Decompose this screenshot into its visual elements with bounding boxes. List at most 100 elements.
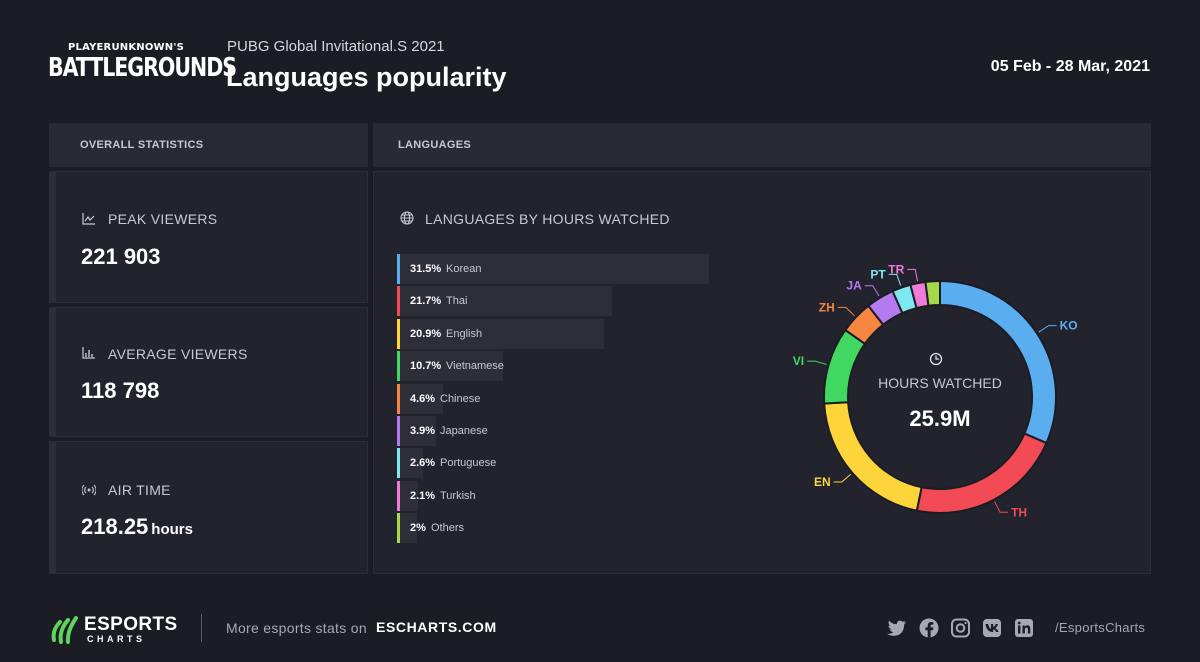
language-bar — [397, 383, 443, 414]
language-color-stripe — [397, 254, 400, 284]
chart-bars-icon — [82, 347, 95, 359]
slice-label: PT — [870, 267, 886, 281]
slice-leader-line — [907, 268, 919, 282]
globe-icon — [400, 211, 414, 225]
slice-label: VI — [793, 354, 804, 368]
esports-brand-text: ESPORTS — [84, 614, 178, 635]
social-handle[interactable]: /EsportsCharts — [1055, 620, 1146, 635]
slice-leader-line — [888, 273, 902, 286]
language-name: Thai — [446, 295, 468, 308]
language-name: Portuguese — [440, 457, 497, 470]
language-bar — [397, 513, 417, 544]
language-name: Chinese — [440, 392, 481, 405]
donut-slice — [823, 401, 923, 512]
esports-charts-logo-icon — [51, 616, 78, 644]
slice-label: KO — [1060, 319, 1078, 333]
slice-leader-line — [807, 360, 827, 365]
language-name: Korean — [446, 263, 482, 275]
language-percent: 4.6% — [410, 392, 436, 405]
language-bar — [397, 318, 604, 349]
pubg-logo: PLAYERUNKNOWN'S BATTLEGROUNDS — [48, 42, 237, 92]
chart-title: LANGUAGES BY HOURS WATCHED — [425, 211, 670, 227]
language-name: Others — [431, 522, 465, 535]
language-color-stripe — [397, 480, 400, 511]
vk-icon[interactable] — [983, 619, 1001, 637]
slice-label: EN — [814, 475, 831, 489]
slice-label: JA — [846, 279, 862, 293]
average-viewers-card: AVERAGE VIEWERS 118 798 — [49, 307, 368, 437]
language-color-stripe — [397, 318, 400, 349]
broadcast-icon — [82, 484, 96, 496]
instagram-icon[interactable] — [951, 618, 970, 638]
language-percent: 31.5% — [410, 263, 442, 275]
language-color-stripe — [397, 351, 400, 382]
language-bar — [397, 448, 423, 479]
donut-slice — [924, 279, 941, 307]
language-percent: 2.1% — [410, 489, 436, 502]
slice-leader-line — [864, 285, 880, 297]
card-accent — [50, 442, 56, 573]
date-range: 05 Feb - 28 Mar, 2021 — [990, 58, 1150, 75]
peak-viewers-label: PEAK VIEWERS — [108, 211, 218, 227]
hours-watched-donut: KO TH EN VI ZH JA PT TR HOURS WATCHED 25.9M — [793, 262, 1078, 519]
air-time-value: 218.25 hours — [81, 514, 193, 540]
air-time-card: AIR TIME 218.25 hours — [49, 441, 368, 574]
average-viewers-value: 118 798 — [81, 378, 160, 403]
slice-leader-line — [994, 501, 1009, 513]
slice-label: TR — [888, 262, 904, 276]
language-bar — [397, 286, 612, 317]
donut-center-value: 25.9M — [909, 406, 970, 431]
language-color-stripe — [397, 513, 400, 544]
slice-label: TH — [1011, 505, 1027, 519]
language-percent: 2% — [410, 522, 426, 535]
chart-line-icon — [82, 213, 95, 225]
slice-leader-line — [837, 306, 855, 317]
languages-title: LANGUAGES — [398, 139, 471, 151]
language-color-stripe — [397, 383, 400, 414]
average-viewers-label: AVERAGE VIEWERS — [108, 346, 248, 362]
language-color-stripe — [397, 416, 400, 446]
languages-header: LANGUAGES — [373, 123, 1151, 167]
card-accent — [50, 172, 56, 302]
language-percent: 21.7% — [410, 295, 442, 308]
air-time-number: 218.25 — [81, 514, 149, 539]
language-name: Turkish — [440, 489, 476, 502]
language-color-stripe — [397, 286, 400, 317]
air-time-unit: hours — [151, 521, 193, 538]
language-percent: 20.9% — [410, 327, 442, 340]
footer-divider — [201, 614, 202, 642]
twitter-icon[interactable] — [887, 620, 906, 636]
overall-statistics-title: OVERALL STATISTICS — [80, 139, 204, 151]
page-title: Languages popularity — [226, 62, 507, 92]
language-bar — [397, 416, 436, 446]
slice-leader-line — [1038, 325, 1057, 333]
overall-statistics-header: OVERALL STATISTICS — [49, 123, 368, 167]
escharts-link[interactable]: ESCHARTS.COM — [376, 619, 497, 635]
footer-text: More esports stats on — [226, 620, 367, 636]
donut-slice — [915, 432, 1048, 514]
slice-leader-line — [833, 473, 852, 483]
logo-top-text: PLAYERUNKNOWN'S — [67, 42, 185, 53]
slice-label: ZH — [819, 300, 835, 314]
card-accent — [50, 308, 56, 436]
clock-icon — [929, 352, 943, 366]
language-color-stripe — [397, 448, 400, 479]
charts-brand-text: CHARTS — [87, 634, 146, 644]
language-bar — [397, 480, 418, 511]
linkedin-icon[interactable] — [1015, 619, 1033, 637]
facebook-icon[interactable] — [919, 618, 939, 638]
peak-viewers-value: 221 903 — [81, 244, 161, 269]
language-percent: 3.9% — [410, 425, 436, 437]
logo-main-text: BATTLEGROUNDS — [48, 53, 237, 83]
donut-slice — [823, 328, 867, 405]
donut-center-label: HOURS WATCHED — [878, 375, 1002, 391]
language-bar — [397, 254, 709, 284]
event-name: PUBG Global Invitational.S 2021 — [227, 38, 445, 55]
language-bar — [397, 351, 503, 382]
air-time-label: AIR TIME — [108, 482, 171, 498]
language-percent: 2.6% — [410, 457, 436, 470]
language-name: English — [446, 327, 483, 340]
language-name: Japanese — [440, 425, 488, 437]
social-icons — [886, 618, 1046, 643]
language-percent: 10.7% — [410, 360, 442, 373]
